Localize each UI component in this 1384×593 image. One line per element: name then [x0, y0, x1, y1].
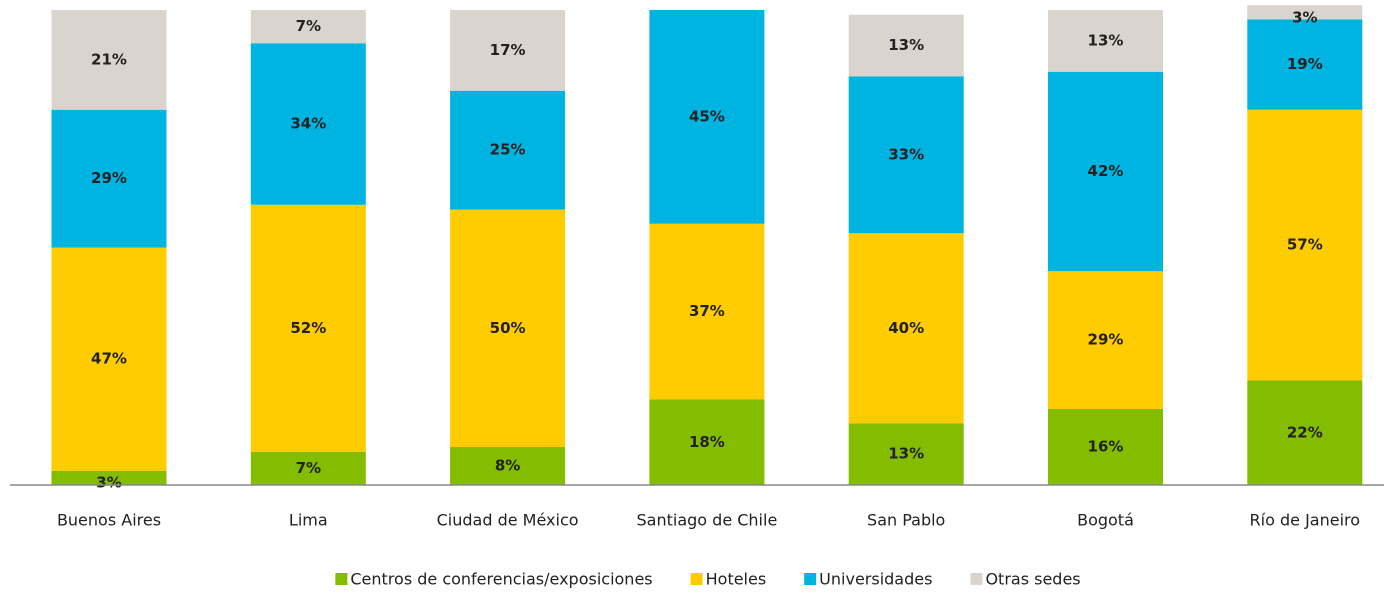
value-label: 45% — [689, 107, 725, 125]
value-label: 22% — [1287, 423, 1323, 441]
value-label: 8% — [495, 457, 520, 475]
bar-segment — [848, 14, 964, 77]
legend-label: Centros de conferencias/exposiciones — [350, 570, 652, 589]
x-tick-label: Buenos Aires — [57, 511, 161, 530]
bar-segment — [649, 399, 765, 485]
bar-segment — [848, 233, 964, 424]
bar-segment — [250, 204, 366, 452]
legend-swatch — [804, 573, 817, 585]
value-label: 13% — [888, 36, 924, 54]
legend-swatch — [690, 573, 703, 585]
value-label: 47% — [91, 350, 127, 368]
value-label: 50% — [490, 319, 526, 337]
value-label: 29% — [91, 169, 127, 187]
bar-segment — [1247, 380, 1363, 485]
value-label: 33% — [888, 145, 924, 163]
bar-segment — [1048, 71, 1163, 272]
bar-segment — [250, 43, 366, 205]
value-label: 42% — [1088, 162, 1124, 180]
bar-segment — [51, 10, 167, 110]
bar-segment — [848, 423, 964, 485]
value-label: 7% — [296, 17, 321, 35]
bar-segment — [450, 90, 566, 210]
value-label: 25% — [490, 141, 526, 159]
bar-segment — [450, 10, 566, 91]
bar-segment — [1247, 109, 1363, 381]
bar-segment — [848, 76, 964, 234]
legend-swatch — [335, 573, 348, 585]
bar-segment — [450, 209, 566, 447]
legend: Centros de conferencias/exposiciones Hote… — [335, 570, 1081, 589]
x-tick-label: Río de Janeiro — [1250, 511, 1361, 530]
bar-segment — [649, 223, 765, 400]
x-tick-label: Ciudad de México — [437, 511, 579, 530]
value-label: 19% — [1287, 55, 1323, 73]
bar-segment — [51, 470, 167, 485]
value-label: 17% — [490, 41, 526, 59]
value-label: 34% — [290, 115, 326, 133]
value-label: 13% — [1088, 31, 1124, 49]
x-tick-label: Lima — [289, 511, 328, 530]
bar-segment — [1247, 19, 1363, 110]
value-label: 18% — [689, 433, 725, 451]
value-label: 3% — [1292, 9, 1317, 27]
value-label: 57% — [1287, 236, 1323, 254]
legend-label: Otras sedes — [985, 570, 1080, 589]
value-label: 52% — [290, 319, 326, 337]
legend-label: Hoteles — [706, 570, 767, 589]
value-label: 3% — [96, 474, 121, 492]
bar-segment — [450, 447, 566, 485]
bar-segment — [51, 247, 167, 471]
bar-segment — [649, 10, 765, 224]
bar-segment — [1048, 10, 1163, 72]
legend-label: Universidades — [819, 570, 932, 589]
value-label: 13% — [888, 445, 924, 463]
x-tick-label: Santiago de Chile — [637, 511, 778, 530]
value-label: 29% — [1088, 331, 1124, 349]
bar-segment — [1048, 271, 1163, 409]
value-label: 40% — [888, 319, 924, 337]
value-label: 16% — [1088, 438, 1124, 456]
bar-segment — [1247, 5, 1363, 20]
value-label: 21% — [91, 50, 127, 68]
value-label: 7% — [296, 459, 321, 477]
bar-segment — [1048, 409, 1163, 485]
value-label: 37% — [689, 302, 725, 320]
bar-segment — [250, 10, 366, 44]
legend-swatch — [970, 573, 983, 585]
x-tick-label: San Pablo — [867, 511, 945, 530]
bar-segment — [250, 451, 366, 485]
bar-segment — [51, 109, 167, 248]
x-tick-label: Bogotá — [1077, 511, 1134, 530]
